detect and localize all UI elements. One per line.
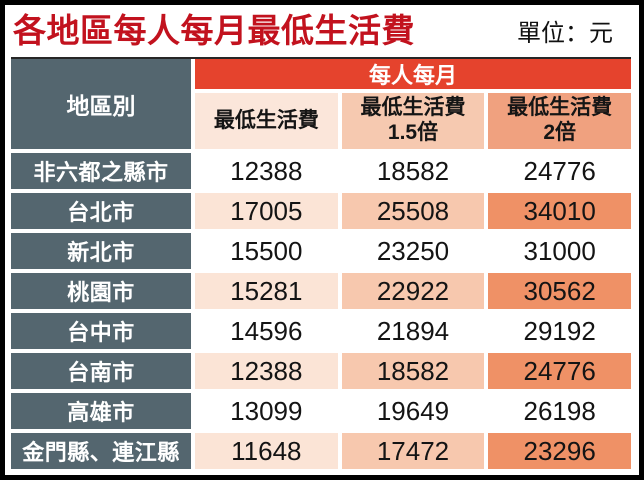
value-cell: 15500 — [195, 233, 338, 269]
column-header-1-5x-line2: 1.5倍 — [387, 121, 439, 144]
value-cell: 14596 — [195, 313, 338, 349]
value-cell: 23296 — [488, 433, 631, 469]
infographic-body: 各地區每人每月最低生活費 單位：元 地區別 每人每月 最低生活費 最低生活費 1… — [5, 5, 639, 469]
region-column-header: 地區別 — [11, 59, 191, 149]
value-cell: 18582 — [341, 353, 485, 389]
value-cell: 26198 — [488, 393, 631, 429]
column-header-2x-line1: 最低生活費 — [507, 96, 613, 120]
value-cell: 24776 — [488, 353, 631, 389]
column-header-2x-line2: 2倍 — [543, 121, 576, 144]
page-title: 各地區每人每月最低生活費 — [13, 14, 415, 51]
value-cell: 19649 — [341, 393, 485, 429]
column-header-base: 最低生活費 — [195, 93, 338, 149]
value-cell: 31000 — [488, 233, 631, 269]
value-cell: 29192 — [488, 313, 631, 349]
title-bar: 各地區每人每月最低生活費 單位：元 — [11, 9, 633, 57]
value-cell: 23250 — [341, 233, 485, 269]
value-cell: 25508 — [341, 193, 485, 229]
value-cell: 17472 — [341, 433, 485, 469]
value-cell: 15281 — [195, 273, 338, 309]
value-cell: 12388 — [195, 353, 338, 389]
value-cell: 34010 — [488, 193, 631, 229]
column-header-1-5x: 最低生活費 1.5倍 — [341, 93, 485, 149]
value-cell: 12388 — [195, 153, 338, 189]
region-cell: 台中市 — [11, 313, 191, 349]
value-cell: 18582 — [341, 153, 485, 189]
value-cell: 24776 — [488, 153, 631, 189]
living-cost-table: 地區別 每人每月 最低生活費 最低生活費 1.5倍 最低生活費 2倍 非六都之縣… — [11, 57, 631, 469]
value-cell: 17005 — [195, 193, 338, 229]
group-header: 每人每月 — [195, 59, 631, 89]
column-header-2x: 最低生活費 2倍 — [488, 93, 631, 149]
value-cell: 22922 — [341, 273, 485, 309]
region-cell: 台南市 — [11, 353, 191, 389]
value-cell: 30562 — [488, 273, 631, 309]
region-cell: 桃園市 — [11, 273, 191, 309]
column-header-1-5x-line1: 最低生活費 — [360, 96, 466, 120]
value-cell: 13099 — [195, 393, 338, 429]
region-cell: 台北市 — [11, 193, 191, 229]
region-cell: 非六都之縣市 — [11, 153, 191, 189]
region-cell: 高雄市 — [11, 393, 191, 429]
region-cell: 新北市 — [11, 233, 191, 269]
value-cell: 21894 — [341, 313, 485, 349]
region-cell: 金門縣、連江縣 — [11, 433, 191, 469]
column-header-base-label: 最低生活費 — [213, 108, 319, 132]
value-cell: 11648 — [195, 433, 338, 469]
unit-label: 單位：元 — [517, 20, 613, 47]
